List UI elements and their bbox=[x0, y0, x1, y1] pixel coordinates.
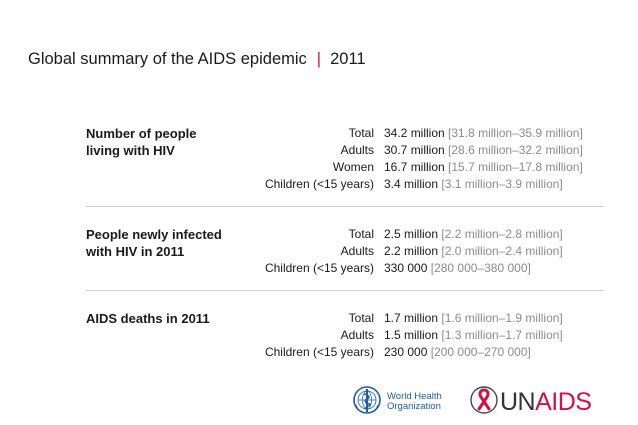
row-value-group: 1.5 million [1.3 million–1.7 million] bbox=[384, 327, 563, 344]
row-value-group: 1.7 million [1.6 million–1.9 million] bbox=[384, 310, 563, 327]
stat-row-total: Total 2.5 million [2.2 million–2.8 milli… bbox=[0, 226, 638, 243]
row-range: [2.0 million–2.4 million] bbox=[441, 244, 563, 258]
row-range: [200 000–270 000] bbox=[430, 345, 531, 359]
section-title-line2: living with HIV bbox=[86, 143, 175, 158]
title-main: Global summary of the AIDS epidemic bbox=[28, 50, 307, 68]
row-label: Children (<15 years) bbox=[264, 345, 374, 359]
who-logo: World Health Organization bbox=[352, 385, 442, 420]
row-value: 30.7 million bbox=[384, 143, 445, 157]
stat-row-total: Total 34.2 million [31.8 million–35.9 mi… bbox=[0, 125, 638, 142]
row-label: Total bbox=[348, 311, 374, 325]
row-value: 2.5 million bbox=[384, 227, 439, 241]
row-range: [3.1 million–3.9 million] bbox=[441, 177, 563, 191]
unaids-logo: UNAIDS bbox=[470, 385, 592, 420]
who-line2: Organization bbox=[387, 401, 441, 412]
title-separator: | bbox=[316, 50, 322, 68]
row-value: 2.2 million bbox=[384, 244, 439, 258]
section-title-line1: People newly infected bbox=[86, 227, 222, 242]
section-title: Number of people living with HIV bbox=[86, 125, 256, 159]
row-value: 1.5 million bbox=[384, 328, 439, 342]
row-value-group: 16.7 million [15.7 million–17.8 million] bbox=[384, 159, 583, 176]
row-label: Total bbox=[348, 227, 374, 241]
row-value: 330 000 bbox=[384, 261, 428, 275]
row-label: Adults bbox=[340, 328, 374, 342]
stat-row-adults: Adults 1.5 million [1.3 million–1.7 mill… bbox=[0, 327, 638, 344]
row-value: 230 000 bbox=[384, 345, 428, 359]
stat-row-women: Women 16.7 million [15.7 million–17.8 mi… bbox=[0, 159, 638, 176]
row-range: [28.6 million–32.2 million] bbox=[448, 143, 583, 157]
stat-row-total: Total 1.7 million [1.6 million–1.9 milli… bbox=[0, 310, 638, 327]
who-line1: World Health bbox=[387, 391, 442, 402]
row-value-group: 330 000 [280 000–380 000] bbox=[384, 260, 531, 277]
unaids-wordmark: UNAIDS bbox=[500, 387, 592, 417]
row-value-group: 2.5 million [2.2 million–2.8 million] bbox=[384, 226, 563, 243]
row-label: Adults bbox=[340, 143, 374, 157]
row-range: [31.8 million–35.9 million] bbox=[448, 126, 583, 140]
row-value: 34.2 million bbox=[384, 126, 445, 140]
section-divider bbox=[86, 290, 604, 291]
row-value-group: 34.2 million [31.8 million–35.9 million] bbox=[384, 125, 583, 142]
stat-row-children: Children (<15 years) 330 000 [280 000–38… bbox=[0, 260, 638, 277]
row-label: Children (<15 years) bbox=[264, 177, 374, 191]
section-title-line2: with HIV in 2011 bbox=[86, 244, 185, 259]
row-value: 1.7 million bbox=[384, 311, 439, 325]
row-value-group: 30.7 million [28.6 million–32.2 million] bbox=[384, 142, 583, 159]
who-emblem-icon bbox=[352, 385, 382, 420]
section-title-line1: AIDS deaths in 2011 bbox=[86, 311, 210, 326]
unaids-aids: AIDS bbox=[535, 388, 592, 416]
title-year: 2011 bbox=[330, 50, 366, 68]
stat-row-adults: Adults 2.2 million [2.0 million–2.4 mill… bbox=[0, 243, 638, 260]
section-divider bbox=[86, 206, 604, 207]
unaids-un: UN bbox=[500, 388, 536, 416]
row-range: [2.2 million–2.8 million] bbox=[441, 227, 563, 241]
row-label: Children (<15 years) bbox=[264, 261, 374, 275]
row-value-group: 2.2 million [2.0 million–2.4 million] bbox=[384, 243, 563, 260]
row-label: Total bbox=[348, 126, 374, 140]
row-range: [1.3 million–1.7 million] bbox=[441, 328, 563, 342]
who-wordmark: World Health Organization bbox=[387, 392, 442, 412]
row-value: 16.7 million bbox=[384, 160, 445, 174]
section-title: AIDS deaths in 2011 bbox=[86, 310, 256, 327]
row-range: [280 000–380 000] bbox=[430, 261, 531, 275]
footer-logos: World Health Organization UNAIDS bbox=[352, 385, 612, 419]
stat-row-children: Children (<15 years) 230 000 [200 000–27… bbox=[0, 344, 638, 361]
row-label: Adults bbox=[340, 244, 374, 258]
page-title: Global summary of the AIDS epidemic | 2011 bbox=[28, 50, 366, 69]
section-title: People newly infected with HIV in 2011 bbox=[86, 226, 256, 260]
row-value-group: 3.4 million [3.1 million–3.9 million] bbox=[384, 176, 563, 193]
row-range: [1.6 million–1.9 million] bbox=[441, 311, 563, 325]
section-title-line1: Number of people bbox=[86, 126, 197, 141]
stat-row-adults: Adults 30.7 million [28.6 million–32.2 m… bbox=[0, 142, 638, 159]
red-ribbon-icon bbox=[470, 385, 498, 420]
row-label: Women bbox=[332, 160, 374, 174]
row-value-group: 230 000 [200 000–270 000] bbox=[384, 344, 531, 361]
row-value: 3.4 million bbox=[384, 177, 439, 191]
row-range: [15.7 million–17.8 million] bbox=[448, 160, 583, 174]
stat-row-children: Children (<15 years) 3.4 million [3.1 mi… bbox=[0, 176, 638, 193]
